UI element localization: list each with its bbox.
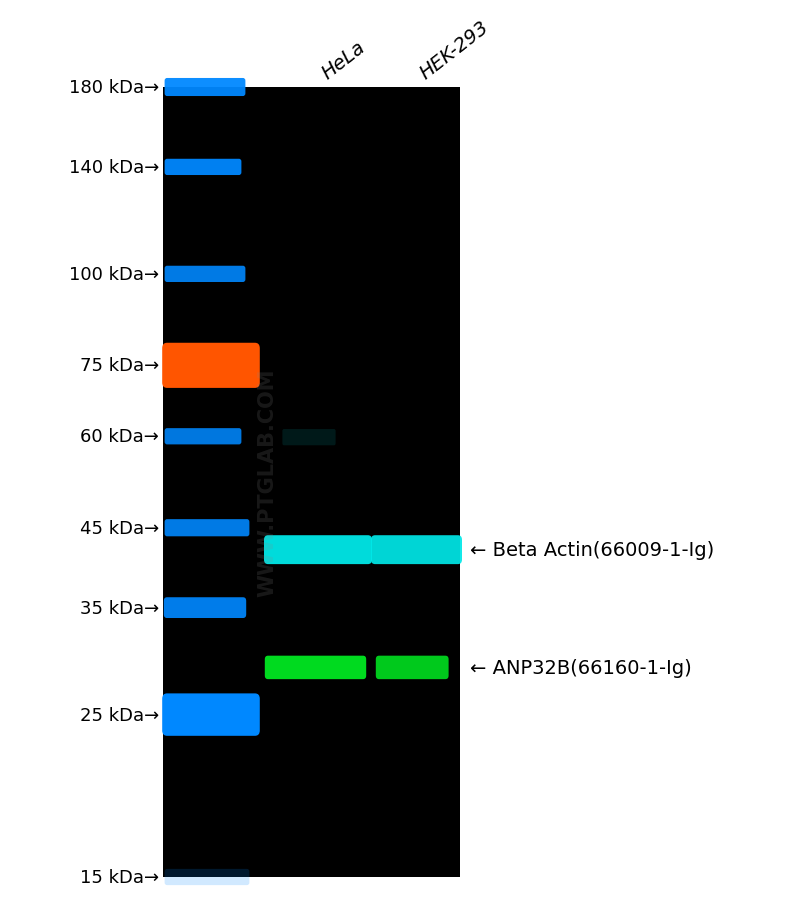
FancyBboxPatch shape [162,694,260,736]
Text: 15 kDa→: 15 kDa→ [80,868,159,886]
FancyBboxPatch shape [376,656,449,679]
FancyBboxPatch shape [164,598,246,619]
Text: 140 kDa→: 140 kDa→ [69,159,159,177]
FancyBboxPatch shape [371,536,462,565]
FancyBboxPatch shape [265,656,366,679]
Text: 100 kDa→: 100 kDa→ [69,265,159,283]
FancyBboxPatch shape [165,78,246,97]
Text: 180 kDa→: 180 kDa→ [69,78,159,97]
Bar [163,87,460,877]
FancyBboxPatch shape [165,160,242,176]
Text: HeLa: HeLa [318,38,369,83]
Text: 45 kDa→: 45 kDa→ [80,520,159,537]
Text: 35 kDa→: 35 kDa→ [80,599,159,617]
Text: ← Beta Actin(66009-1-Ig): ← Beta Actin(66009-1-Ig) [470,540,714,559]
Text: 25 kDa→: 25 kDa→ [80,706,159,723]
FancyBboxPatch shape [282,429,336,446]
Text: WWW.PTGLAB.COM: WWW.PTGLAB.COM [257,368,277,596]
FancyBboxPatch shape [165,869,250,885]
FancyBboxPatch shape [264,536,372,565]
Text: 60 kDa→: 60 kDa→ [80,428,159,446]
FancyBboxPatch shape [165,428,242,445]
Text: HEK-293: HEK-293 [417,18,493,83]
FancyBboxPatch shape [165,520,250,537]
FancyBboxPatch shape [162,344,260,389]
Text: ← ANP32B(66160-1-Ig): ← ANP32B(66160-1-Ig) [470,658,691,677]
Text: 75 kDa→: 75 kDa→ [80,357,159,375]
FancyBboxPatch shape [165,266,246,282]
